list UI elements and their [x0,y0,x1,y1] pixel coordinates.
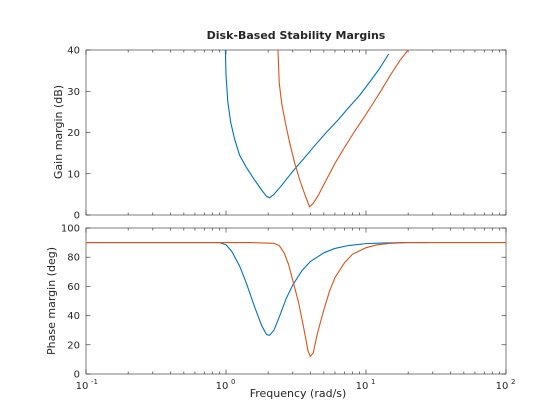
x-tick-label-exponent: 0 [231,378,235,386]
series-line-1 [224,49,390,199]
chart-title: Disk-Based Stability Margins [207,29,386,42]
x-tick-label: 10 [496,381,509,392]
y-tick-label: 100 [61,224,80,235]
series-line-1 [86,242,429,336]
phase-curves [86,242,506,358]
y-tick-label: 80 [67,253,80,264]
gain-margin-axes: 0 10 20 30 40 Disk-Based Stability Margins G… [52,29,507,222]
y-tick-label: 0 [74,211,80,222]
gain-ticks: 0 10 20 30 40 [67,46,507,222]
y-tick-label: 10 [67,169,80,180]
gain-y-axis-label: Gain margin (dB) [52,85,65,179]
series-line-2 [86,242,506,358]
x-tick-label: 10 [216,381,229,392]
y-tick-label: 0 [74,370,80,381]
y-tick-label: 30 [67,87,80,98]
gain-curves [224,49,409,208]
phase-plot-area [85,227,507,375]
series-line-2 [277,49,409,208]
x-tick-label-exponent: 1 [371,378,375,386]
x-axis-label: Frequency (rad/s) [250,387,347,400]
x-tick-label: 10 [76,381,89,392]
x-tick-label-exponent: 2 [511,378,515,386]
y-tick-label: 20 [67,340,80,351]
gain-plot-area [85,49,507,216]
x-tick-label-exponent: -1 [91,378,98,386]
y-tick-label: 40 [67,311,80,322]
phase-y-axis-label: Phase margin (deg) [45,247,58,355]
y-tick-label: 60 [67,282,80,293]
x-tick-label: 10 [356,381,369,392]
y-tick-label: 40 [67,46,80,57]
y-tick-label: 20 [67,128,80,139]
